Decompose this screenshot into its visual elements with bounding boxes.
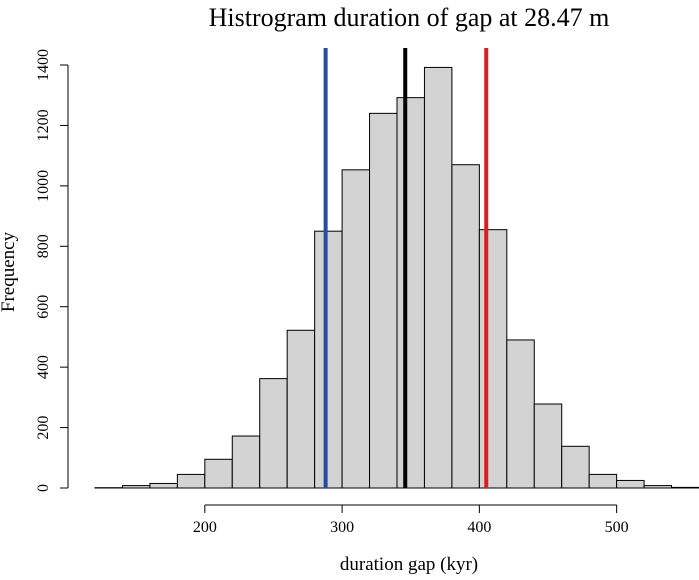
histogram-bar-11 xyxy=(396,97,425,489)
y-tick-label: 0 xyxy=(35,484,52,492)
histogram-bar-15 xyxy=(506,339,535,489)
histogram-bar-9 xyxy=(341,169,371,489)
histogram-bar-19 xyxy=(616,479,645,489)
y-axis: 0 200 400 600 800 1000 1200 1400 xyxy=(35,49,69,492)
x-axis-label: duration gap (kyr) xyxy=(340,554,478,575)
histogram-bar-2 xyxy=(149,482,178,489)
x-tick-label: 200 xyxy=(193,519,217,536)
y-tick-label: 800 xyxy=(35,234,52,258)
y-tick-label: 1200 xyxy=(35,109,52,141)
y-tick-label: 400 xyxy=(35,355,52,379)
y-axis-label: Frequency xyxy=(0,231,19,312)
x-tick-label: 500 xyxy=(605,519,629,536)
histogram-bar-16 xyxy=(533,403,563,489)
x-axis: 200 300 400 500 xyxy=(193,504,629,536)
histogram-bar-14 xyxy=(478,229,508,489)
histogram-bar-18 xyxy=(588,473,618,489)
histogram-bar-8 xyxy=(314,230,343,489)
histogram-bar-3 xyxy=(176,473,206,489)
histogram-bar-7 xyxy=(286,329,316,489)
histogram-bar-21 xyxy=(671,486,699,489)
histogram-bar-5 xyxy=(231,435,261,489)
bars-group xyxy=(94,66,699,489)
chart-title: Histrogram duration of gap at 28.47 m xyxy=(209,3,610,32)
y-tick-label: 1000 xyxy=(35,170,52,202)
y-tick-label: 600 xyxy=(35,295,52,319)
histogram-bar-20 xyxy=(643,485,673,489)
histogram-bar-17 xyxy=(561,445,590,489)
y-tick-label: 1400 xyxy=(35,49,52,81)
histogram-bar-6 xyxy=(259,378,288,489)
histogram-bar-10 xyxy=(369,112,398,489)
x-tick-label: 400 xyxy=(467,519,491,536)
reference-lines-group xyxy=(323,48,489,488)
histogram-bar-4 xyxy=(204,458,233,489)
histogram-bar-13 xyxy=(451,164,480,489)
y-tick-label: 200 xyxy=(35,416,52,440)
histogram-bar-12 xyxy=(423,66,453,489)
histogram-bar-1 xyxy=(121,485,151,489)
x-tick-label: 300 xyxy=(330,519,354,536)
